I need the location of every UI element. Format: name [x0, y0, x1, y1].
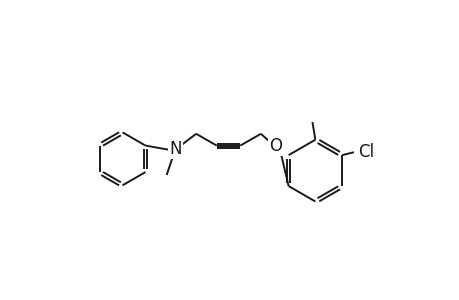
Text: O: O — [269, 136, 281, 154]
Text: Cl: Cl — [358, 143, 374, 161]
Text: N: N — [169, 140, 181, 158]
